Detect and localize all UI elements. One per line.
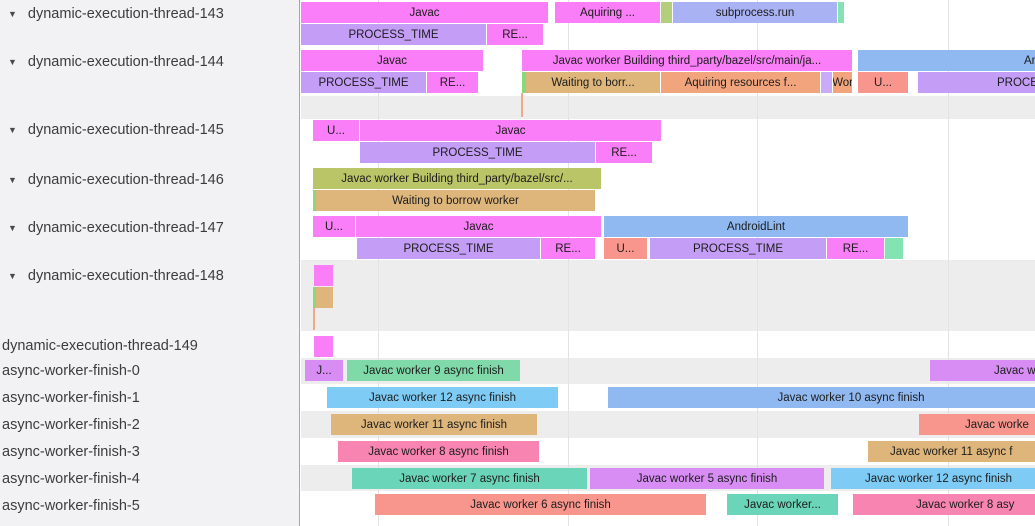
time-gridline (948, 0, 949, 526)
trace-event-bar[interactable]: U... (858, 72, 908, 93)
collapse-triangle-icon[interactable]: ▼ (8, 8, 17, 19)
trace-event-bar[interactable]: Javac worker 8 async finish (338, 441, 539, 462)
track-row-dynamic-execution-thread-143[interactable]: ▼ dynamic-execution-thread-143 (0, 4, 224, 24)
trace-event-bar[interactable]: RE... (827, 238, 884, 259)
collapse-triangle-icon[interactable]: ▼ (8, 174, 17, 185)
trace-event-bar[interactable]: Javac worker 12 async finish (831, 468, 1035, 489)
time-gridline (568, 0, 569, 526)
track-row-async-worker-finish-5[interactable]: async-worker-finish-5 (0, 496, 140, 516)
trace-event-sliver[interactable] (314, 336, 333, 357)
time-gridline (378, 0, 379, 526)
trace-event-sliver[interactable] (821, 72, 832, 93)
track-row-async-worker-finish-4[interactable]: async-worker-finish-4 (0, 469, 140, 489)
trace-event-bar[interactable]: Javac worker 10 async finish (608, 387, 1035, 408)
track-label: async-worker-finish-1 (2, 390, 140, 406)
row-band (301, 260, 1035, 331)
track-row-dynamic-execution-thread-146[interactable]: ▼ dynamic-execution-thread-146 (0, 170, 224, 190)
instant-marker (313, 308, 315, 330)
collapse-triangle-icon[interactable]: ▼ (8, 56, 17, 67)
collapse-triangle-icon[interactable]: ▼ (8, 124, 17, 135)
trace-event-bar[interactable]: RE... (427, 72, 478, 93)
track-row-async-worker-finish-1[interactable]: async-worker-finish-1 (0, 388, 140, 408)
trace-event-bar[interactable]: Aquiring resources f... (661, 72, 820, 93)
collapse-triangle-icon[interactable]: ▼ (8, 222, 17, 233)
trace-event-bar[interactable]: Javac worker 6 async finish (375, 494, 706, 515)
trace-event-bar[interactable]: Javac worker 11 async finish (331, 414, 537, 435)
track-row-dynamic-execution-thread-145[interactable]: ▼ dynamic-execution-thread-145 (0, 120, 224, 140)
track-row-async-worker-finish-2[interactable]: async-worker-finish-2 (0, 415, 140, 435)
track-label: async-worker-finish-3 (2, 444, 140, 460)
track-label: dynamic-execution-thread-145 (27, 122, 224, 138)
trace-event-bar[interactable]: Javac (301, 2, 548, 23)
trace-event-bar[interactable]: Javac (360, 120, 661, 141)
trace-event-sliver[interactable] (313, 287, 316, 308)
trace-event-sliver[interactable] (314, 265, 333, 286)
trace-event-bar[interactable]: Javac worker 11 async f (868, 441, 1035, 462)
track-row-async-worker-finish-3[interactable]: async-worker-finish-3 (0, 442, 140, 462)
trace-event-bar[interactable]: U... (313, 120, 359, 141)
track-label: dynamic-execution-thread-143 (27, 6, 224, 22)
instant-marker (521, 93, 523, 117)
track-label: dynamic-execution-thread-144 (27, 54, 224, 70)
track-row-dynamic-execution-thread-144[interactable]: ▼ dynamic-execution-thread-144 (0, 52, 224, 72)
trace-event-bar[interactable]: subprocess.run (673, 2, 837, 23)
track-row-dynamic-execution-thread-148[interactable]: ▼ dynamic-execution-thread-148 (0, 266, 224, 286)
track-name-panel: ▼ dynamic-execution-thread-143 ▼ dynamic-ex… (0, 0, 300, 526)
trace-event-bar[interactable]: Javac w (930, 360, 1035, 381)
trace-event-bar[interactable]: Javac worker... (727, 494, 838, 515)
trace-event-bar[interactable]: Javac worker 12 async finish (327, 387, 558, 408)
trace-event-bar[interactable]: Wor (833, 72, 852, 93)
trace-event-bar[interactable]: RE... (541, 238, 595, 259)
trace-event-bar[interactable]: Javac worker 9 async finish (347, 360, 520, 381)
trace-event-bar[interactable]: Javac worker Building third_party/bazel/… (522, 50, 852, 71)
trace-event-bar[interactable]: Waiting to borr... (526, 72, 660, 93)
trace-event-sliver[interactable] (522, 72, 526, 93)
track-label: dynamic-execution-thread-147 (27, 220, 224, 236)
trace-event-bar[interactable]: Aquiring ... (555, 2, 660, 23)
trace-event-bar[interactable]: RE... (596, 142, 652, 163)
track-row-dynamic-execution-thread-149[interactable]: dynamic-execution-thread-149 (0, 336, 198, 356)
trace-event-bar[interactable]: PROCESS_TIME (357, 238, 540, 259)
trace-event-sliver[interactable] (838, 2, 844, 23)
trace-event-sliver[interactable] (661, 2, 672, 23)
track-label: dynamic-execution-thread-146 (27, 172, 224, 188)
trace-event-bar[interactable]: PROCESS_TIME (301, 24, 486, 45)
trace-event-bar[interactable]: Javac worker 8 asy (853, 494, 1035, 515)
trace-event-bar[interactable]: Waiting to borrow worker (316, 190, 595, 211)
trace-event-bar[interactable]: J... (305, 360, 343, 381)
track-label: async-worker-finish-5 (2, 498, 140, 514)
trace-event-bar[interactable]: U... (604, 238, 647, 259)
track-row-async-worker-finish-0[interactable]: async-worker-finish-0 (0, 361, 140, 381)
trace-event-bar[interactable]: Javac (301, 50, 483, 71)
trace-event-bar[interactable]: PROCESS_TIME (360, 142, 595, 163)
track-label: dynamic-execution-thread-148 (27, 268, 224, 284)
time-gridline (757, 0, 758, 526)
trace-event-bar[interactable]: U... (313, 216, 355, 237)
trace-event-bar[interactable]: PROCESS_TIME (918, 72, 1035, 93)
trace-event-sliver[interactable] (885, 238, 903, 259)
trace-event-bar[interactable]: Javac (356, 216, 601, 237)
trace-event-bar[interactable]: PROCESS_TIME (301, 72, 426, 93)
track-label: dynamic-execution-thread-149 (2, 338, 198, 354)
trace-event-bar[interactable]: Javac worke (919, 414, 1035, 435)
trace-event-bar[interactable]: RE... (487, 24, 543, 45)
track-label: async-worker-finish-2 (2, 417, 140, 433)
trace-event-bar[interactable]: Javac worker Building third_party/bazel/… (313, 168, 601, 189)
track-label: async-worker-finish-0 (2, 363, 140, 379)
trace-event-bar[interactable]: Javac worker 7 async finish (352, 468, 587, 489)
track-label: async-worker-finish-4 (2, 471, 140, 487)
track-row-dynamic-execution-thread-147[interactable]: ▼ dynamic-execution-thread-147 (0, 218, 224, 238)
row-band (301, 96, 1035, 119)
trace-event-bar[interactable]: An (858, 50, 1035, 71)
trace-event-sliver[interactable] (316, 287, 333, 308)
trace-event-bar[interactable]: Javac worker 5 async finish (590, 468, 824, 489)
trace-event-bar[interactable]: AndroidLint (604, 216, 908, 237)
trace-event-bar[interactable]: PROCESS_TIME (650, 238, 826, 259)
trace-event-sliver[interactable] (313, 190, 316, 211)
collapse-triangle-icon[interactable]: ▼ (8, 270, 17, 281)
